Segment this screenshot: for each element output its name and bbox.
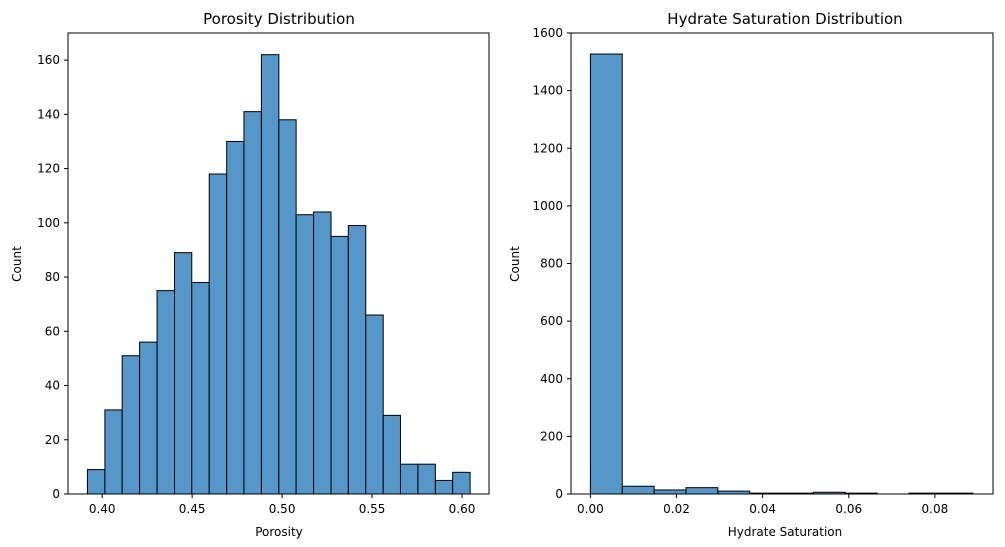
porosity-plot-frame: [67, 32, 490, 495]
porosity-bar: [208, 173, 228, 495]
porosity-y-ticks: 0 20 40 60 80 100 120 140 160: [37, 53, 68, 501]
porosity-x-tick-label: 0.45: [179, 502, 206, 516]
porosity-bar: [86, 469, 106, 495]
porosity-x-ticks: 0.40 0.45 0.50 0.55 0.60: [89, 494, 476, 516]
hydrate-x-tick-label: 0.06: [835, 502, 862, 516]
hydrate-chart-title: Hydrate Saturation Distribution: [667, 10, 902, 28]
porosity-y-axis-label: Count: [10, 246, 24, 282]
porosity-bar: [243, 111, 262, 495]
porosity-y-tick-label: 20: [45, 433, 60, 447]
porosity-bar: [434, 479, 454, 495]
porosity-bar: [330, 235, 349, 495]
porosity-y-tick-label: 160: [37, 53, 60, 67]
hydrate-y-tick-label: 0: [555, 487, 563, 501]
hydrate-x-ticks: 0.00 0.02 0.04 0.06 0.08: [577, 494, 948, 516]
porosity-x-tick-label: 0.55: [359, 502, 386, 516]
porosity-bar: [417, 463, 436, 495]
porosity-bar: [121, 355, 141, 495]
hydrate-y-tick-label: 800: [540, 257, 563, 271]
porosity-y-tick-label: 60: [45, 324, 60, 338]
porosity-x-tick-label: 0.50: [269, 502, 296, 516]
porosity-x-tick-label: 0.40: [89, 502, 116, 516]
porosity-y-tick-label: 140: [37, 107, 60, 121]
porosity-bars: [86, 54, 471, 495]
porosity-chart-title: Porosity Distribution: [203, 10, 355, 28]
hydrate-bar: [621, 485, 655, 495]
hydrate-bar: [685, 487, 719, 495]
porosity-histogram-panel: Porosity Distribution 0.40 0.45 0.50 0.55 0.…: [10, 10, 490, 539]
hydrate-y-axis-label: Count: [508, 246, 522, 282]
hydrate-bar: [589, 53, 623, 495]
porosity-bar: [260, 54, 280, 495]
porosity-bar: [382, 414, 401, 495]
hydrate-y-tick-label: 600: [540, 314, 563, 328]
hydrate-x-tick-label: 0.08: [922, 502, 949, 516]
porosity-y-tick-label: 80: [45, 270, 60, 284]
hydrate-histogram-panel: Hydrate Saturation Distribution 0.00 0.02…: [508, 10, 994, 539]
porosity-bar: [295, 214, 315, 495]
porosity-bar: [365, 314, 384, 495]
hydrate-y-tick-label: 1600: [532, 26, 563, 40]
porosity-y-tick-label: 120: [37, 162, 60, 176]
hydrate-x-axis-label: Hydrate Saturation: [728, 525, 843, 539]
porosity-y-tick-label: 0: [52, 487, 60, 501]
hydrate-bars: [589, 53, 974, 495]
porosity-bar: [313, 211, 332, 495]
hydrate-x-tick-label: 0.02: [663, 502, 690, 516]
porosity-bar: [278, 119, 297, 495]
porosity-x-axis-label: Porosity: [255, 525, 303, 539]
hydrate-y-tick-label: 1200: [532, 141, 563, 155]
porosity-bar: [399, 463, 419, 495]
hydrate-bar: [653, 489, 687, 495]
porosity-y-tick-label: 40: [45, 379, 60, 393]
hydrate-y-tick-label: 400: [540, 372, 563, 386]
porosity-bar: [104, 409, 123, 495]
porosity-bar: [139, 341, 158, 495]
hydrate-x-tick-label: 0.04: [749, 502, 776, 516]
porosity-bar: [191, 281, 210, 495]
hydrate-y-tick-label: 200: [540, 429, 563, 443]
hydrate-x-tick-label: 0.00: [577, 502, 604, 516]
porosity-bar: [226, 140, 245, 495]
hydrate-y-tick-label: 1000: [532, 199, 563, 213]
porosity-bar: [347, 225, 367, 495]
hydrate-plot-frame: [570, 32, 994, 495]
porosity-bar: [156, 290, 176, 495]
porosity-x-tick-label: 0.60: [449, 502, 476, 516]
porosity-bar: [174, 252, 193, 495]
hydrate-y-tick-label: 1400: [532, 84, 563, 98]
hydrate-y-ticks: 0 200 400 600 800 1000 1200 1400 1600: [532, 26, 571, 501]
porosity-bar: [452, 471, 471, 495]
porosity-y-tick-label: 100: [37, 216, 60, 230]
